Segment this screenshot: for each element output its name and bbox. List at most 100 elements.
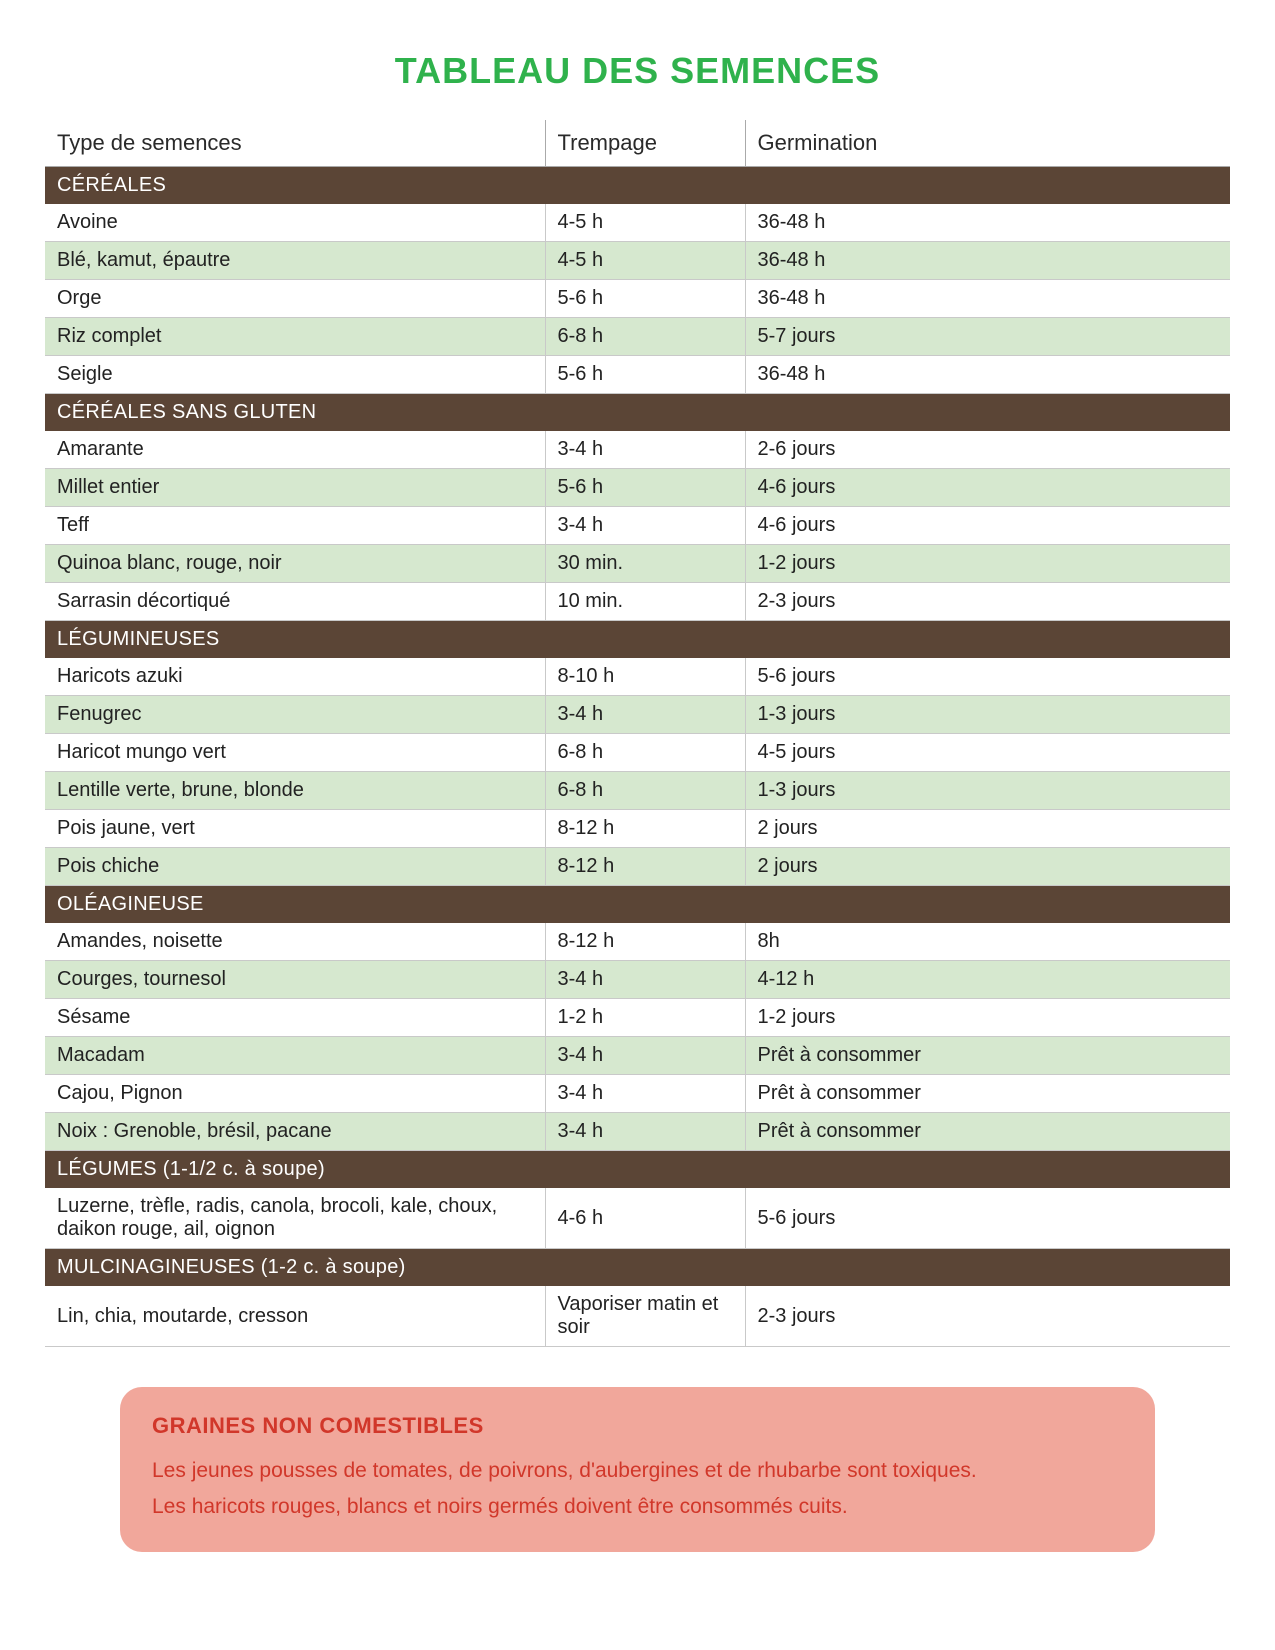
- cell-soak: 8-10 h: [545, 658, 745, 696]
- table-row: Sésame1-2 h1-2 jours: [45, 999, 1230, 1037]
- cell-germ: 2-6 jours: [745, 431, 1230, 469]
- cell-soak: 3-4 h: [545, 961, 745, 999]
- page-title: TABLEAU DES SEMENCES: [45, 50, 1230, 92]
- table-row: Cajou, Pignon3-4 hPrêt à consommer: [45, 1075, 1230, 1113]
- table-header-row: Type de semences Trempage Germination: [45, 120, 1230, 167]
- table-row: Courges, tournesol3-4 h4-12 h: [45, 961, 1230, 999]
- cell-soak: 3-4 h: [545, 1075, 745, 1113]
- cell-germ: 5-6 jours: [745, 658, 1230, 696]
- warning-line: Les haricots rouges, blancs et noirs ger…: [152, 1489, 1123, 1525]
- cell-germ: 5-7 jours: [745, 318, 1230, 356]
- section-label: CÉRÉALES SANS GLUTEN: [45, 394, 1230, 432]
- cell-soak: 3-4 h: [545, 431, 745, 469]
- table-row: Riz complet6-8 h5-7 jours: [45, 318, 1230, 356]
- table-row: Pois chiche8-12 h2 jours: [45, 848, 1230, 886]
- table-row: Quinoa blanc, rouge, noir30 min.1-2 jour…: [45, 545, 1230, 583]
- cell-germ: 36-48 h: [745, 242, 1230, 280]
- cell-germ: 4-12 h: [745, 961, 1230, 999]
- cell-soak: 30 min.: [545, 545, 745, 583]
- cell-germ: 36-48 h: [745, 280, 1230, 318]
- cell-type: Blé, kamut, épautre: [45, 242, 545, 280]
- cell-type: Sarrasin décortiqué: [45, 583, 545, 621]
- table-row: Lentille verte, brune, blonde6-8 h1-3 jo…: [45, 772, 1230, 810]
- cell-soak: 3-4 h: [545, 507, 745, 545]
- cell-soak: 8-12 h: [545, 848, 745, 886]
- cell-type: Millet entier: [45, 469, 545, 507]
- section-header: LÉGUMES (1-1/2 c. à soupe): [45, 1151, 1230, 1189]
- cell-type: Teff: [45, 507, 545, 545]
- cell-germ: 2-3 jours: [745, 583, 1230, 621]
- cell-germ: Prêt à consommer: [745, 1113, 1230, 1151]
- section-header: OLÉAGINEUSE: [45, 886, 1230, 924]
- table-row: Seigle5-6 h36-48 h: [45, 356, 1230, 394]
- section-header: MULCINAGINEUSES (1-2 c. à soupe): [45, 1249, 1230, 1287]
- table-row: Fenugrec3-4 h1-3 jours: [45, 696, 1230, 734]
- section-label: MULCINAGINEUSES (1-2 c. à soupe): [45, 1249, 1230, 1287]
- cell-soak: 5-6 h: [545, 280, 745, 318]
- section-header: LÉGUMINEUSES: [45, 621, 1230, 659]
- cell-germ: 5-6 jours: [745, 1188, 1230, 1249]
- table-row: Blé, kamut, épautre4-5 h36-48 h: [45, 242, 1230, 280]
- cell-type: Quinoa blanc, rouge, noir: [45, 545, 545, 583]
- cell-germ: 8h: [745, 923, 1230, 961]
- cell-germ: 2 jours: [745, 810, 1230, 848]
- cell-soak: 8-12 h: [545, 923, 745, 961]
- cell-germ: 1-3 jours: [745, 772, 1230, 810]
- section-label: LÉGUMES (1-1/2 c. à soupe): [45, 1151, 1230, 1189]
- cell-germ: Prêt à consommer: [745, 1075, 1230, 1113]
- table-row: Sarrasin décortiqué10 min.2-3 jours: [45, 583, 1230, 621]
- section-header: CÉRÉALES: [45, 167, 1230, 205]
- cell-type: Riz complet: [45, 318, 545, 356]
- cell-germ: 2 jours: [745, 848, 1230, 886]
- cell-type: Luzerne, trèfle, radis, canola, brocoli,…: [45, 1188, 545, 1249]
- cell-type: Courges, tournesol: [45, 961, 545, 999]
- cell-germ: Prêt à consommer: [745, 1037, 1230, 1075]
- section-label: CÉRÉALES: [45, 167, 1230, 205]
- table-row: Lin, chia, moutarde, cressonVaporiser ma…: [45, 1286, 1230, 1347]
- cell-germ: 1-2 jours: [745, 545, 1230, 583]
- cell-soak: 6-8 h: [545, 318, 745, 356]
- table-row: Haricot mungo vert6-8 h4-5 jours: [45, 734, 1230, 772]
- cell-soak: 5-6 h: [545, 356, 745, 394]
- cell-soak: 1-2 h: [545, 999, 745, 1037]
- warning-line: Les jeunes pousses de tomates, de poivro…: [152, 1453, 1123, 1489]
- cell-soak: 6-8 h: [545, 772, 745, 810]
- cell-type: Noix : Grenoble, brésil, pacane: [45, 1113, 545, 1151]
- table-row: Avoine4-5 h36-48 h: [45, 204, 1230, 242]
- cell-germ: 4-5 jours: [745, 734, 1230, 772]
- cell-type: Cajou, Pignon: [45, 1075, 545, 1113]
- cell-type: Fenugrec: [45, 696, 545, 734]
- table-row: Noix : Grenoble, brésil, pacane3-4 hPrêt…: [45, 1113, 1230, 1151]
- cell-soak: 4-5 h: [545, 242, 745, 280]
- cell-soak: 3-4 h: [545, 696, 745, 734]
- table-row: Millet entier5-6 h4-6 jours: [45, 469, 1230, 507]
- cell-type: Lin, chia, moutarde, cresson: [45, 1286, 545, 1347]
- cell-soak: 4-6 h: [545, 1188, 745, 1249]
- cell-type: Lentille verte, brune, blonde: [45, 772, 545, 810]
- col-germ: Germination: [745, 120, 1230, 167]
- cell-soak: 4-5 h: [545, 204, 745, 242]
- table-row: Haricots azuki8-10 h5-6 jours: [45, 658, 1230, 696]
- cell-type: Haricot mungo vert: [45, 734, 545, 772]
- cell-type: Seigle: [45, 356, 545, 394]
- cell-soak: 10 min.: [545, 583, 745, 621]
- table-row: Amarante3-4 h2-6 jours: [45, 431, 1230, 469]
- cell-type: Orge: [45, 280, 545, 318]
- col-type: Type de semences: [45, 120, 545, 167]
- warning-box: GRAINES NON COMESTIBLES Les jeunes pouss…: [120, 1387, 1155, 1552]
- table-row: Amandes, noisette8-12 h8h: [45, 923, 1230, 961]
- table-row: Macadam3-4 hPrêt à consommer: [45, 1037, 1230, 1075]
- cell-germ: 1-3 jours: [745, 696, 1230, 734]
- cell-type: Pois chiche: [45, 848, 545, 886]
- table-row: Luzerne, trèfle, radis, canola, brocoli,…: [45, 1188, 1230, 1249]
- cell-germ: 36-48 h: [745, 356, 1230, 394]
- cell-soak: 6-8 h: [545, 734, 745, 772]
- cell-type: Haricots azuki: [45, 658, 545, 696]
- table-row: Teff3-4 h4-6 jours: [45, 507, 1230, 545]
- seeds-table: Type de semences Trempage Germination CÉ…: [45, 120, 1230, 1347]
- cell-germ: 2-3 jours: [745, 1286, 1230, 1347]
- cell-germ: 1-2 jours: [745, 999, 1230, 1037]
- cell-germ: 4-6 jours: [745, 469, 1230, 507]
- section-label: LÉGUMINEUSES: [45, 621, 1230, 659]
- cell-germ: 36-48 h: [745, 204, 1230, 242]
